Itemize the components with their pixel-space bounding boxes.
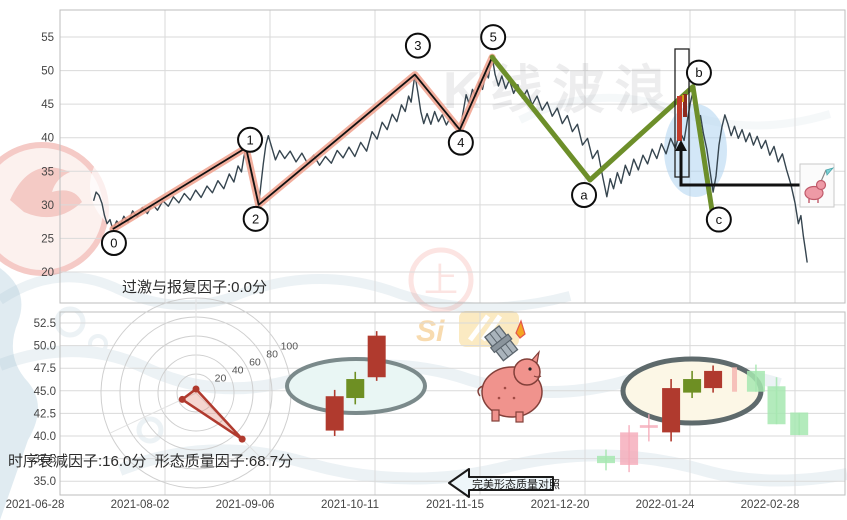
muzzle-flash xyxy=(515,319,526,339)
perfect-pattern-arrow-label: 完美形态质量对照 xyxy=(472,477,560,491)
wave-circle xyxy=(100,230,127,257)
candle-body xyxy=(746,370,765,392)
x-tick-label: 2021-06-28 xyxy=(6,499,65,511)
measure-arrow-head xyxy=(675,140,687,151)
wave-circle xyxy=(705,206,732,233)
si-watermark-text: Si xyxy=(416,315,445,348)
center-logo-watermark: 上 xyxy=(408,247,474,313)
radar-vertex-dot xyxy=(178,395,186,403)
overreaction-factor-annotation: 过激与报复因子:0.0分 xyxy=(122,278,267,296)
y-tick-label: 35 xyxy=(41,166,54,178)
correction-wave-line xyxy=(489,54,715,213)
y-tick-label: 52.5 xyxy=(34,318,56,330)
candle-body xyxy=(639,425,658,428)
wave-circle xyxy=(237,126,264,153)
x-tick-label: 2021-10-11 xyxy=(321,499,379,511)
wave-circle-label: 0 xyxy=(110,236,117,251)
wave-circle-label: 3 xyxy=(414,38,421,53)
x-tick-label: 2021-12-20 xyxy=(531,499,590,511)
candle-body xyxy=(662,388,681,433)
callout-arrow-shape xyxy=(448,468,554,498)
candle-body xyxy=(620,432,639,465)
wave-circle-label: 5 xyxy=(490,30,497,45)
candle-body xyxy=(704,370,723,389)
wave-circle xyxy=(571,182,598,209)
candle-body xyxy=(732,367,738,392)
bottom-plot-border xyxy=(59,311,846,496)
mini-candle xyxy=(677,96,682,141)
radar-wedge xyxy=(180,387,244,441)
wave-circle xyxy=(242,205,269,232)
wave-circle xyxy=(447,129,474,156)
wave-circle-label: c xyxy=(716,212,723,227)
wave-circle-label: 2 xyxy=(252,211,259,226)
candle-body xyxy=(325,396,344,431)
axis-ticks-layer: 555045403530252052.550.047.545.042.540.0… xyxy=(6,32,800,511)
wave-circle-label: 1 xyxy=(246,132,253,147)
radar-ring-label: 40 xyxy=(232,365,244,377)
candle-body xyxy=(790,412,809,436)
impulse-wave-line xyxy=(112,56,494,230)
candle-body xyxy=(767,386,786,425)
x-tick-label: 2022-01-24 xyxy=(636,499,695,511)
y-tick-label: 20 xyxy=(41,267,54,279)
pig-image-box xyxy=(799,163,835,208)
wave-label-circles-layer: 0 1 2 3 4 5 a b c xyxy=(100,24,732,257)
center-logo-char: 上 xyxy=(424,262,458,300)
y-tick-label: 45 xyxy=(41,99,54,111)
factors-annotation: 时序衰减因子:16.0分 形态质量因子:68.7分 xyxy=(8,453,293,470)
x-tick-label: 2021-09-06 xyxy=(216,499,275,511)
y-tick-label: 30 xyxy=(41,200,54,212)
radar-ring-label: 100 xyxy=(281,340,299,352)
y-tick-label: 35.0 xyxy=(34,476,56,488)
wave-circle-label: a xyxy=(580,188,588,203)
measure-arrow xyxy=(679,150,800,187)
radar-ring-label: 20 xyxy=(215,373,227,385)
pattern-candles-layer xyxy=(285,331,809,473)
wave-circle xyxy=(404,32,431,59)
y-tick-label: 40.0 xyxy=(34,431,56,443)
gunner-animal-illustration xyxy=(477,319,543,423)
y-tick-label: 45.0 xyxy=(34,386,56,398)
candle-body xyxy=(597,455,615,464)
y-tick-label: 42.5 xyxy=(34,408,56,420)
x-tick-label: 2021-08-02 xyxy=(111,499,170,511)
y-tick-label: 37.5 xyxy=(34,454,56,466)
y-tick-label: 47.5 xyxy=(34,363,56,375)
wave-circle xyxy=(480,24,507,51)
x-tick-label: 2021-11-15 xyxy=(426,499,484,511)
candle-body xyxy=(683,379,702,393)
gatling-gun xyxy=(483,325,519,362)
pig-icon xyxy=(804,167,835,203)
y-tick-label: 55 xyxy=(41,32,54,44)
candle-body xyxy=(346,379,365,399)
y-tick-label: 25 xyxy=(41,233,54,245)
top-plot-border xyxy=(59,9,846,304)
mini-candle xyxy=(682,95,684,102)
measure-annotation-layer xyxy=(674,48,800,187)
y-tick-label: 40 xyxy=(41,133,54,145)
wave-circle xyxy=(685,59,712,86)
x-tick-label: 2022-02-28 xyxy=(741,499,800,511)
radar-ring-label: 80 xyxy=(266,349,278,361)
radar-vertex-dot xyxy=(238,435,246,443)
candle-body xyxy=(367,335,386,378)
wave-circle-label: 4 xyxy=(457,135,464,150)
wave-lines-layer xyxy=(109,53,715,233)
wave-circle-label: b xyxy=(695,65,702,80)
mini-candle xyxy=(683,94,687,117)
y-tick-label: 50 xyxy=(41,66,54,78)
radar-vertex-dot xyxy=(192,385,200,393)
radar-ring-label: 60 xyxy=(249,357,261,369)
wave-art-left xyxy=(0,268,38,520)
white-circle-watermark xyxy=(90,138,186,234)
y-tick-label: 50.0 xyxy=(34,341,56,353)
grid-layer xyxy=(59,9,846,496)
callout-arrow-layer xyxy=(448,468,554,498)
